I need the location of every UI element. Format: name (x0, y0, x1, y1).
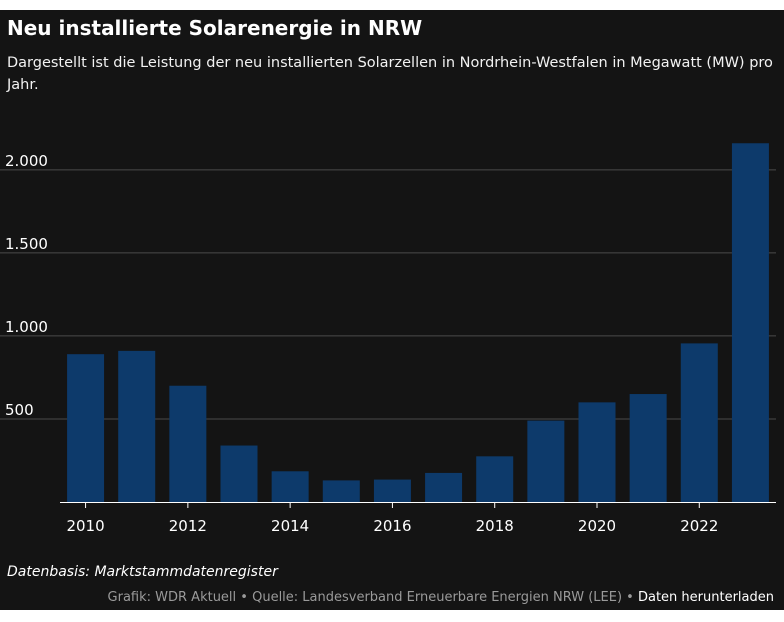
x-tick-label: 2010 (66, 517, 104, 535)
credit-grafik: Grafik: WDR Aktuell (107, 590, 237, 605)
bar-2011 (118, 350, 156, 502)
x-tick-label: 2018 (476, 517, 514, 535)
bar-2016 (373, 479, 411, 502)
bar-2010 (67, 354, 105, 502)
x-tick-label: 2020 (578, 517, 616, 535)
y-tick-label: 1.000 (5, 318, 48, 336)
bar-2020 (578, 402, 616, 502)
chart-subtitle: Dargestellt ist die Leistung der neu ins… (7, 55, 773, 93)
bar-2017 (425, 472, 463, 502)
bar-2012 (169, 385, 207, 502)
y-tick-label: 500 (5, 401, 34, 419)
x-tick-label: 2022 (680, 517, 718, 535)
bar-2013 (220, 445, 258, 502)
bar-2022 (680, 343, 718, 502)
credit-separator-2: • (622, 590, 638, 605)
bar-2015 (322, 480, 360, 502)
bar-2021 (629, 394, 667, 502)
bar-2023 (731, 143, 769, 502)
x-tick-label: 2014 (271, 517, 309, 535)
bar-2019 (527, 420, 565, 502)
y-tick-label: 1.500 (5, 235, 48, 253)
bar-chart: 500 1.000 1.500 2.000 2010 2012 2014 2016 2018 20… (0, 143, 776, 535)
chart-title: Neu installierte Solarenergie in NRW (7, 16, 423, 40)
download-data-link[interactable]: Daten herunterladen (637, 590, 774, 605)
bar-2014 (271, 471, 309, 502)
credit-separator: • (236, 590, 253, 605)
y-tick-label: 2.000 (5, 152, 48, 170)
x-tick-label: 2012 (169, 517, 207, 535)
credit-quelle: Quelle: Landesverband Erneuerbare Energi… (252, 590, 623, 605)
x-tick-label: 2016 (373, 517, 411, 535)
credits-line: Grafik: WDR Aktuell • Quelle: Landesverb… (108, 590, 774, 605)
bar-2018 (476, 456, 514, 502)
data-basis-note: Datenbasis: Marktstammdatenregister (7, 564, 278, 580)
chart-panel: Neu installierte Solarenergie in NRW Dar… (0, 10, 784, 610)
